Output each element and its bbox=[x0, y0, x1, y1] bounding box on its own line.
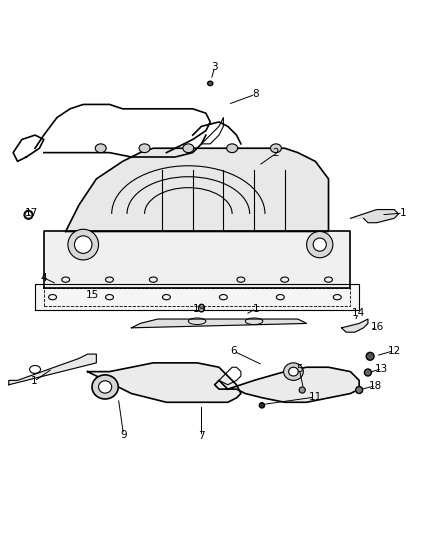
Text: 13: 13 bbox=[375, 364, 389, 374]
Polygon shape bbox=[13, 135, 44, 161]
Polygon shape bbox=[201, 118, 223, 144]
Ellipse shape bbox=[95, 144, 106, 152]
Ellipse shape bbox=[307, 231, 333, 258]
Text: 2: 2 bbox=[272, 149, 279, 158]
Text: 11: 11 bbox=[309, 392, 322, 402]
Polygon shape bbox=[350, 209, 399, 223]
Text: 12: 12 bbox=[388, 345, 401, 356]
Text: 8: 8 bbox=[252, 90, 259, 99]
Polygon shape bbox=[131, 319, 307, 328]
Ellipse shape bbox=[227, 144, 237, 152]
Text: 1: 1 bbox=[253, 304, 260, 313]
Text: 19: 19 bbox=[193, 304, 206, 313]
Polygon shape bbox=[342, 319, 368, 332]
Text: 16: 16 bbox=[371, 322, 384, 332]
Ellipse shape bbox=[364, 369, 371, 376]
Ellipse shape bbox=[74, 236, 92, 253]
Ellipse shape bbox=[198, 304, 205, 312]
Text: 7: 7 bbox=[198, 431, 205, 441]
Ellipse shape bbox=[208, 81, 213, 86]
Text: 3: 3 bbox=[211, 62, 218, 72]
Ellipse shape bbox=[299, 387, 305, 393]
Polygon shape bbox=[66, 148, 328, 231]
Ellipse shape bbox=[26, 213, 31, 217]
Ellipse shape bbox=[92, 375, 118, 399]
Text: 1: 1 bbox=[31, 376, 38, 386]
Polygon shape bbox=[9, 354, 96, 385]
Text: 9: 9 bbox=[120, 430, 127, 440]
Ellipse shape bbox=[24, 211, 33, 219]
Text: 18: 18 bbox=[369, 381, 382, 391]
Text: 14: 14 bbox=[352, 309, 365, 318]
Ellipse shape bbox=[289, 367, 298, 376]
Text: 4: 4 bbox=[40, 273, 47, 283]
Ellipse shape bbox=[270, 144, 281, 152]
Text: 1: 1 bbox=[399, 208, 406, 218]
Ellipse shape bbox=[183, 144, 194, 152]
Ellipse shape bbox=[139, 144, 150, 152]
Ellipse shape bbox=[313, 238, 326, 251]
Polygon shape bbox=[215, 367, 359, 402]
Text: 5: 5 bbox=[296, 364, 303, 374]
Ellipse shape bbox=[68, 229, 99, 260]
Text: 6: 6 bbox=[230, 346, 237, 356]
Ellipse shape bbox=[284, 363, 304, 381]
Ellipse shape bbox=[99, 381, 112, 393]
Text: 15: 15 bbox=[85, 290, 99, 301]
Ellipse shape bbox=[356, 386, 363, 393]
Ellipse shape bbox=[259, 403, 265, 408]
Text: 17: 17 bbox=[25, 208, 38, 218]
Polygon shape bbox=[44, 231, 350, 288]
Polygon shape bbox=[35, 284, 359, 310]
Polygon shape bbox=[88, 363, 241, 402]
Ellipse shape bbox=[366, 352, 374, 360]
